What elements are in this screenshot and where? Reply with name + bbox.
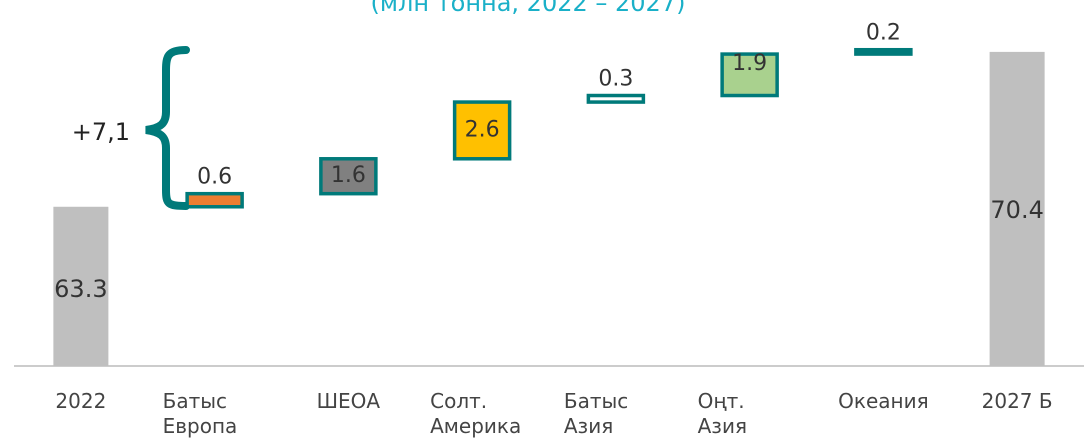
- x-tick-line: Европа: [163, 414, 238, 438]
- x-tick-line: Азия: [564, 414, 613, 438]
- x-tick-label: ШЕОА: [317, 389, 381, 413]
- x-tick-line: Батыс: [564, 389, 628, 413]
- x-tick-line: Батыс: [163, 389, 227, 413]
- value-label: 0.3: [598, 67, 633, 92]
- x-tick-label: 2022: [55, 389, 106, 413]
- value-label: 1.6: [331, 163, 366, 188]
- value-label: 0.6: [197, 165, 232, 190]
- step-bar: [854, 47, 913, 56]
- value-label: 1.9: [732, 51, 767, 76]
- value-label: 70.4: [990, 196, 1043, 224]
- step-bar: [452, 100, 512, 161]
- x-tick-line: Солт.: [430, 389, 487, 413]
- total-bar: [989, 51, 1045, 367]
- x-tick-label: Океания: [838, 389, 929, 413]
- x-tick-line: 2027 Б: [982, 389, 1053, 413]
- annotation: +7,1: [72, 118, 130, 146]
- x-tick-line: Океания: [838, 389, 929, 413]
- x-tick-label: Оңт. Азия: [698, 389, 747, 438]
- value-label: 2.6: [465, 117, 500, 142]
- step-bar: [720, 52, 779, 98]
- step-bar: [319, 157, 378, 196]
- chart-title: (млн тонна, 2022 – 2027): [371, 0, 686, 17]
- step-bar: [185, 191, 244, 209]
- x-tick-label: Батыс Азия: [564, 389, 628, 438]
- total-bar: [53, 206, 109, 366]
- x-tick-line: ШЕОА: [317, 389, 381, 413]
- x-tick-label: Батыс Европа: [163, 389, 238, 438]
- x-tick-line: Оңт.: [698, 389, 745, 413]
- x-tick-line: 2022: [55, 389, 106, 413]
- value-label: 0.2: [866, 21, 901, 46]
- brace: [145, 46, 190, 210]
- value-label: 63.3: [54, 275, 107, 303]
- x-tick-line: Америка: [430, 414, 521, 438]
- x-tick-label: Солт. Америка: [430, 389, 521, 438]
- step-bar: [586, 93, 646, 104]
- x-tick-label: 2027 Б: [982, 389, 1053, 413]
- x-tick-line: Азия: [698, 414, 747, 438]
